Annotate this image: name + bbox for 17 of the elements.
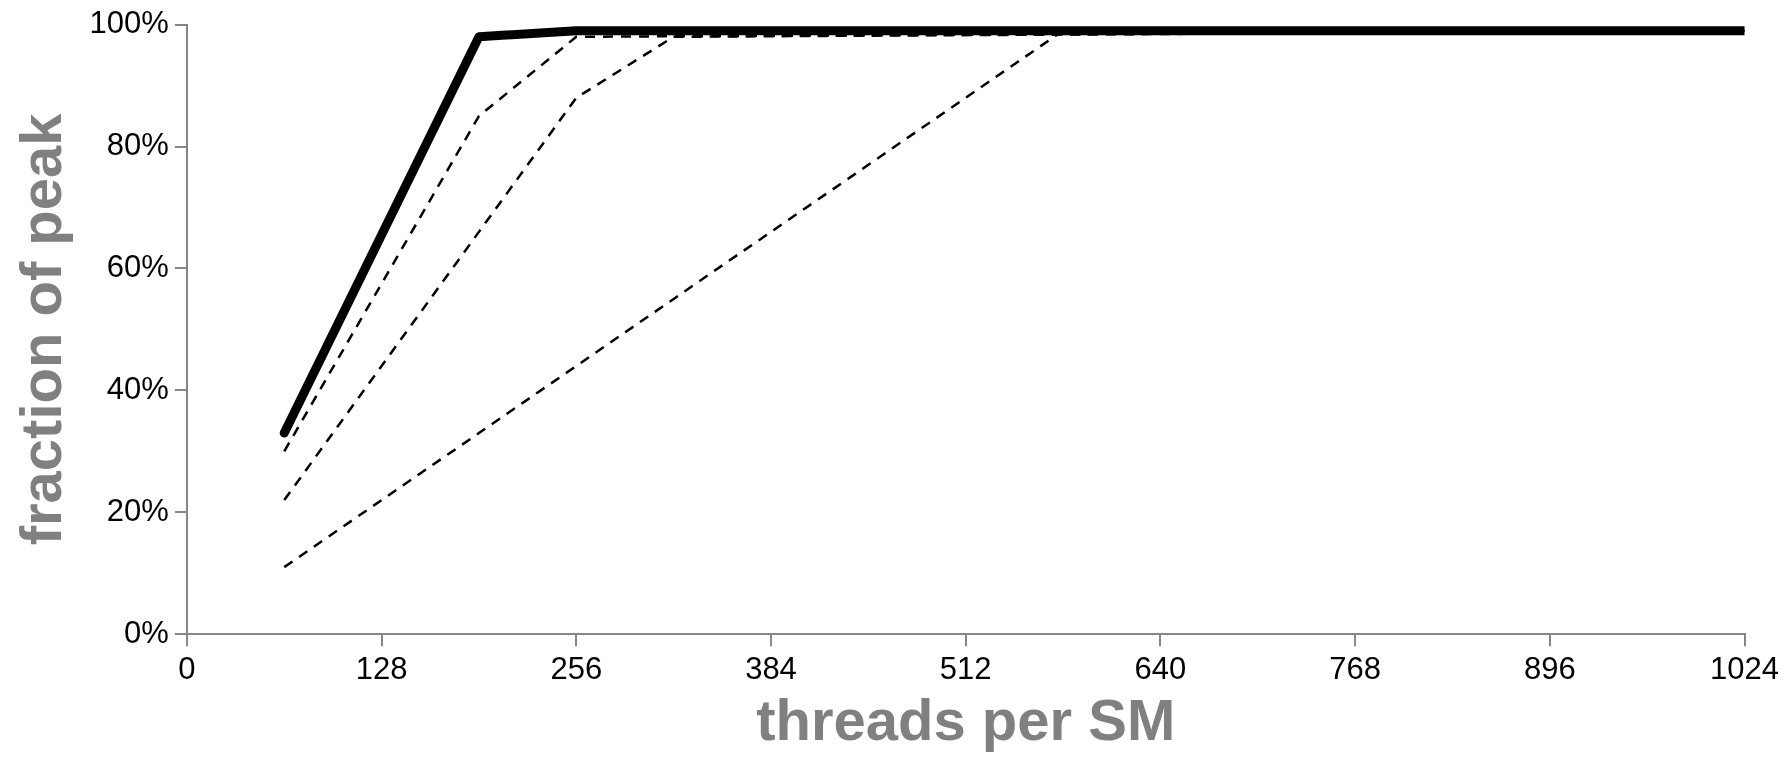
y-tick-label: 0%	[124, 614, 169, 650]
y-tick-label: 60%	[106, 248, 169, 284]
x-tick-label: 0	[178, 651, 196, 687]
x-tick-label: 768	[1329, 651, 1381, 687]
x-tick-label: 384	[745, 651, 797, 687]
y-tick-label: 80%	[106, 127, 169, 163]
y-tick-label: 20%	[106, 492, 169, 528]
y-axis-title: fraction of peak	[7, 112, 73, 546]
x-tick-label: 256	[550, 651, 603, 687]
x-tick-label: 640	[1134, 651, 1187, 687]
x-tick-label: 128	[355, 651, 408, 687]
y-tick-label: 100%	[89, 5, 169, 41]
x-tick-label: 512	[939, 651, 992, 687]
x-axis-title: threads per SM	[756, 687, 1176, 753]
x-tick-label: 896	[1523, 651, 1576, 687]
y-tick-label: 40%	[106, 370, 169, 406]
x-tick-label: 1024	[1710, 651, 1779, 687]
